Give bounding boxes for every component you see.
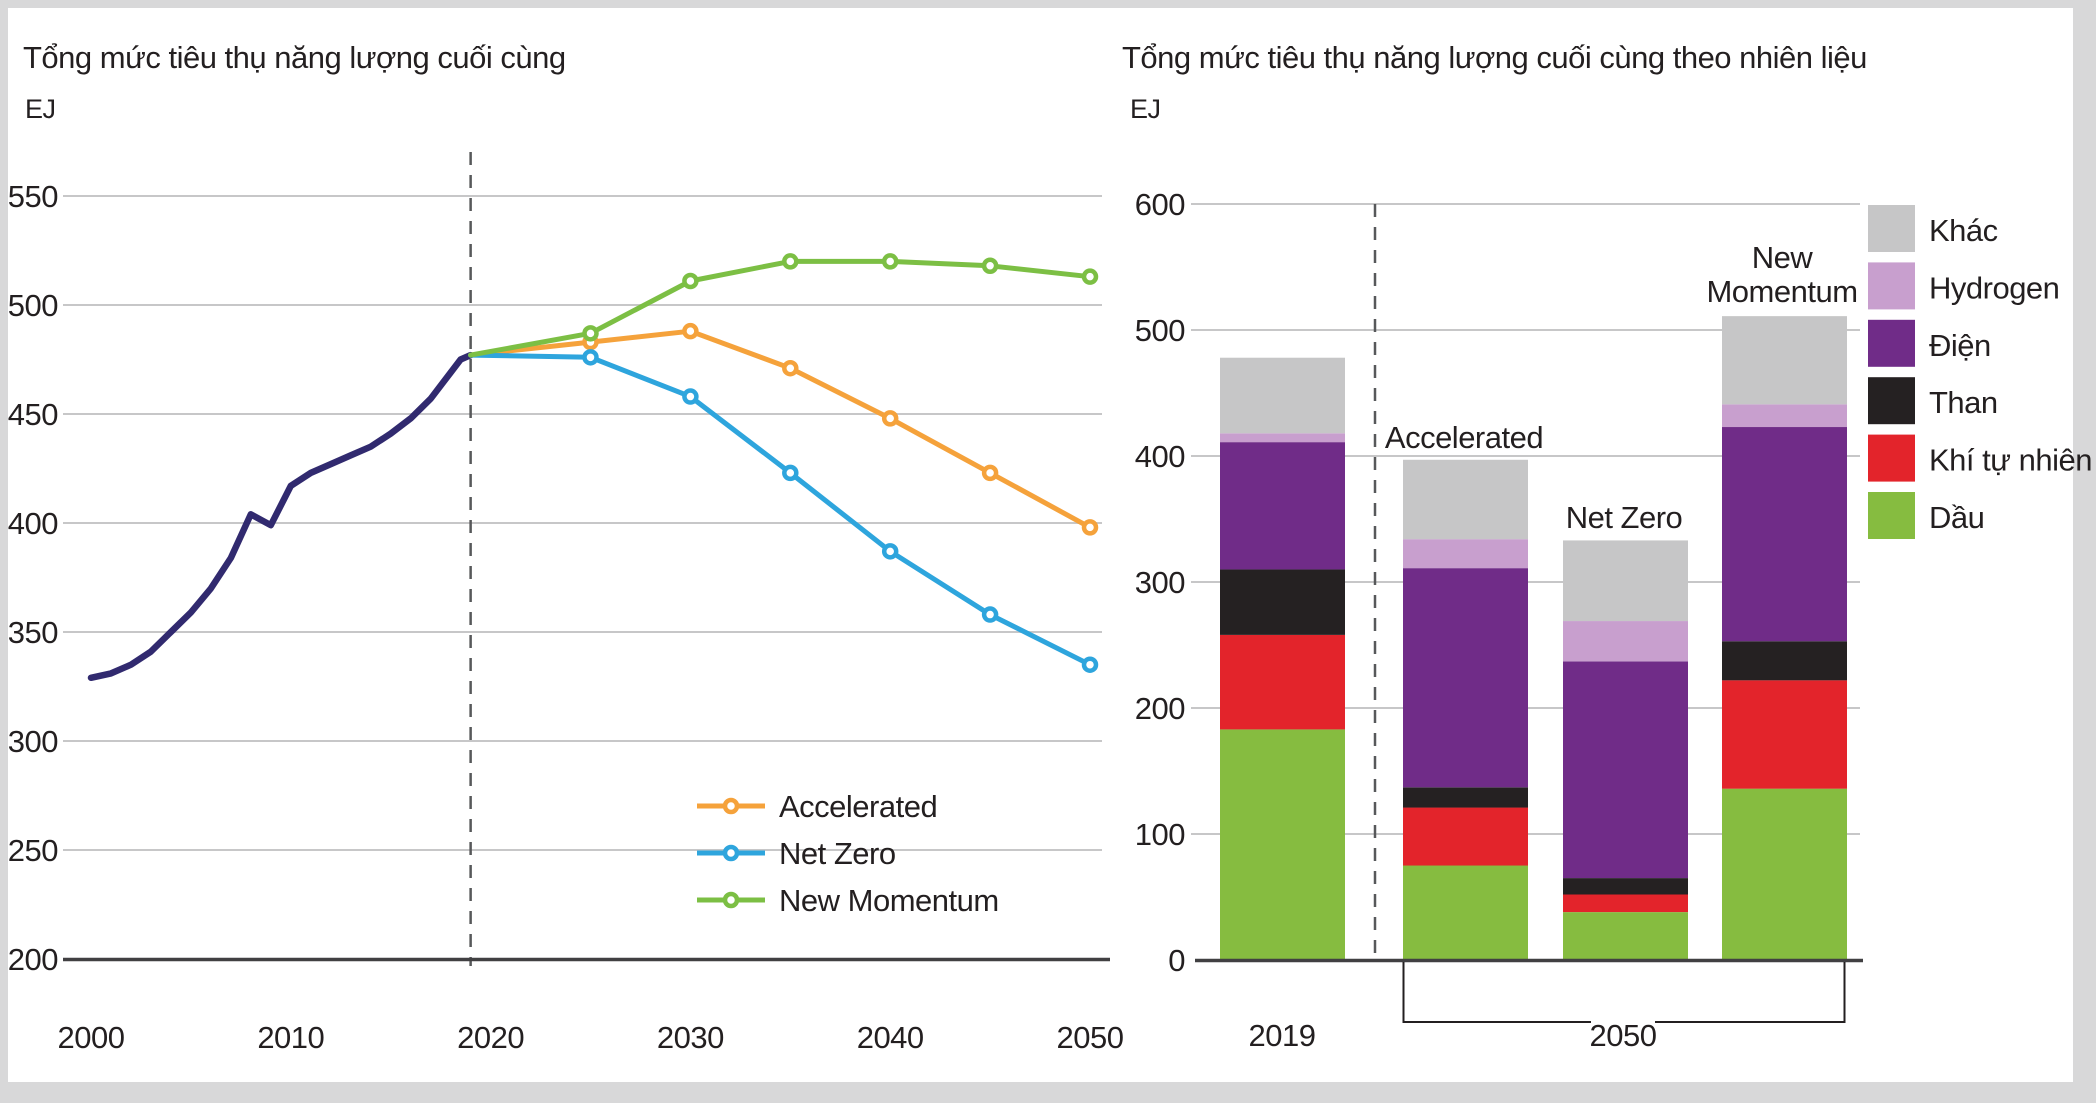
legend-label-accelerated: Accelerated	[779, 789, 937, 824]
series-marker	[782, 253, 799, 270]
y-tick-label: 400	[1135, 439, 1185, 474]
legend-marker-icon	[722, 797, 740, 815]
series-line-new-momentum	[468, 258, 1093, 358]
legend-marker-icon	[722, 891, 740, 909]
series-marker	[881, 543, 899, 560]
legend-swatch-khác	[1868, 205, 1915, 252]
series-marker	[981, 464, 999, 482]
x-tick-label: 2050	[1057, 1020, 1124, 1055]
bar-segment-khác	[1563, 540, 1688, 622]
legend-swatch-dầu	[1868, 492, 1915, 539]
y-tick-label: 300	[1135, 565, 1185, 600]
bar-label-accelerated: Accelerated	[1385, 420, 1543, 455]
group-bracket-label: 2050	[1590, 1018, 1657, 1053]
bar-segment-dầu	[1403, 865, 1528, 960]
bar-segment-khác	[1220, 357, 1345, 434]
left-chart-unit-label: EJ	[25, 94, 56, 124]
legend-label-điện: Điện	[1929, 328, 1991, 363]
bar-segment-khác	[1722, 316, 1847, 405]
series-marker	[582, 325, 599, 342]
y-tick-label: 300	[8, 724, 58, 759]
series-marker	[881, 410, 899, 427]
bar-segment-hydrogen	[1563, 621, 1688, 662]
legend-swatch-hydrogen	[1868, 262, 1915, 310]
bar-segment-điện	[1563, 661, 1688, 879]
bar-segment-điện	[1220, 442, 1345, 570]
left-chart-title: Tổng mức tiêu thụ năng lượng cuối cùng	[23, 40, 566, 75]
y-tick-label: 100	[1135, 817, 1185, 852]
bar-label-net-zero: Net Zero	[1566, 500, 1683, 535]
y-tick-label: 350	[8, 615, 58, 650]
series-marker	[881, 253, 899, 270]
y-tick-label: 600	[1135, 187, 1185, 222]
x-tick-label: 2030	[657, 1020, 724, 1055]
series-marker	[1081, 519, 1099, 536]
bar-segment-than	[1563, 878, 1688, 895]
bar-segment-điện	[1403, 568, 1528, 788]
x-tick-label: 2040	[857, 1020, 924, 1055]
bar-segment-khác	[1403, 459, 1528, 540]
legend-label-new-momentum: New Momentum	[779, 883, 999, 918]
bar-segment-hydrogen	[1403, 539, 1528, 569]
y-tick-label: 450	[8, 397, 58, 432]
legend-label-net-zero: Net Zero	[779, 836, 896, 871]
legend-label-dầu: Dầu	[1929, 500, 1984, 535]
right-chart-title: Tổng mức tiêu thụ năng lượng cuối cùng t…	[1122, 40, 1867, 75]
y-tick-label: 250	[8, 833, 58, 868]
x-tick-label: 2010	[257, 1020, 324, 1055]
legend-marker-icon	[722, 844, 740, 862]
bar-segment-khí-tự-nhiên	[1563, 894, 1688, 913]
y-tick-label: 500	[1135, 313, 1185, 348]
series-marker	[682, 272, 699, 290]
legend-swatch-than	[1868, 377, 1915, 425]
bar-segment-khí-tự-nhiên	[1220, 634, 1345, 730]
y-tick-label: 0	[1168, 943, 1185, 978]
x-tick-label: 2020	[457, 1020, 524, 1055]
series-marker	[782, 359, 799, 377]
y-tick-label: 550	[8, 179, 58, 214]
legend-swatch-khí-tự-nhiên	[1868, 434, 1915, 482]
bar-segment-khí-tự-nhiên	[1403, 807, 1528, 866]
y-tick-label: 200	[1135, 691, 1185, 726]
series-marker	[1081, 268, 1099, 285]
x-tick-label: 2000	[58, 1020, 125, 1055]
bar-segment-than	[1722, 641, 1847, 681]
bar-segment-điện	[1722, 427, 1847, 642]
series-line-accelerated	[468, 328, 1093, 530]
bar-segment-dầu	[1220, 729, 1345, 961]
bar-label-new-momentum-line1: New	[1752, 240, 1814, 275]
legend-label-than: Than	[1929, 385, 1998, 420]
legend-label-khác: Khác	[1929, 213, 1998, 248]
series-marker	[582, 349, 599, 366]
bar-segment-than	[1403, 787, 1528, 808]
series-marker	[981, 606, 999, 623]
series-marker	[1081, 656, 1099, 673]
series-marker	[682, 388, 699, 405]
legend-swatch-điện	[1868, 319, 1915, 367]
series-marker	[682, 322, 699, 340]
group-bracket	[1402, 962, 1846, 1023]
legend-label-khí-tự-nhiên: Khí tự nhiên	[1929, 443, 2092, 478]
bar-label-new-momentum-line2: Momentum	[1706, 274, 1857, 309]
bar-segment-khí-tự-nhiên	[1722, 680, 1847, 789]
series-marker	[981, 257, 999, 275]
bar-segment-than	[1220, 569, 1345, 635]
legend-label-hydrogen: Hydrogen	[1929, 270, 2059, 305]
bar-segment-dầu	[1563, 912, 1688, 961]
right-chart-unit-label: EJ	[1130, 94, 1161, 124]
y-tick-label: 500	[8, 288, 58, 323]
history-line	[87, 351, 474, 682]
series-marker	[782, 464, 799, 482]
bar-segment-hydrogen	[1722, 404, 1847, 428]
y-tick-label: 400	[8, 506, 58, 541]
y-tick-label: 200	[8, 942, 58, 977]
bar-segment-hydrogen	[1220, 433, 1345, 443]
x-category-label-2019: 2019	[1249, 1018, 1316, 1053]
bar-segment-dầu	[1722, 788, 1847, 961]
